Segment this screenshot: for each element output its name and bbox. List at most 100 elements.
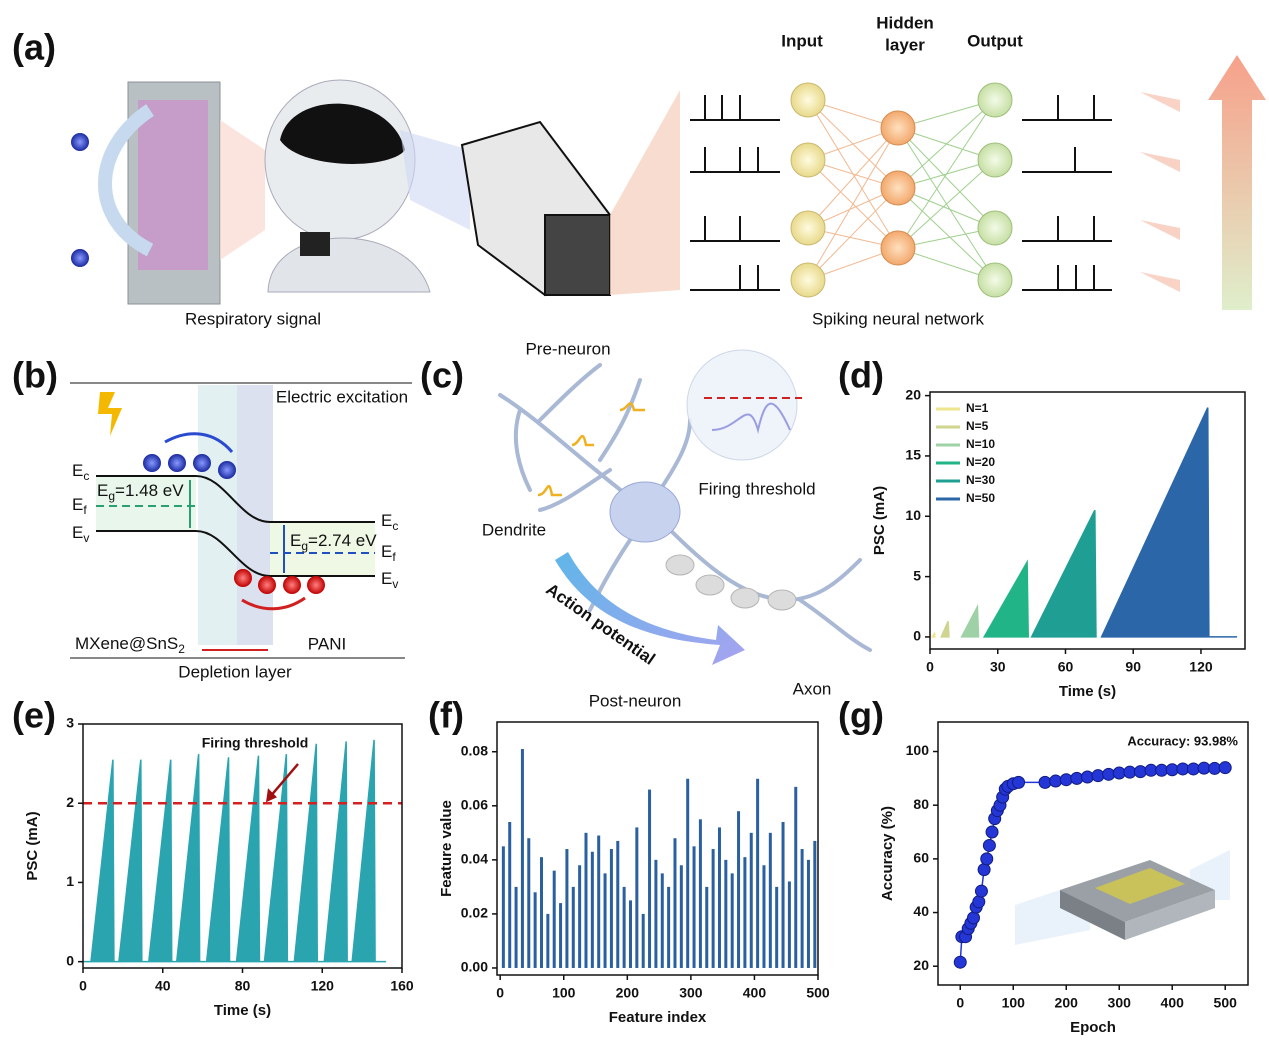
bar <box>730 873 734 968</box>
point <box>982 838 996 852</box>
y-tick-label: 10 <box>905 507 921 523</box>
series-area <box>960 603 980 638</box>
legend-label: N=50 <box>966 491 995 505</box>
bar <box>806 859 810 968</box>
series-area <box>940 620 950 638</box>
bar <box>648 789 652 968</box>
y-tick-label: 0.04 <box>461 851 488 867</box>
label: PANI <box>308 634 346 653</box>
lightning-icon <box>98 392 122 436</box>
plot-frame <box>937 721 1249 986</box>
point <box>1218 761 1232 775</box>
y-tick-label: 80 <box>913 796 929 812</box>
bar <box>616 840 620 968</box>
band-label: Ev <box>72 523 89 545</box>
bar <box>609 849 613 968</box>
text-sub: g <box>108 489 115 503</box>
bar <box>501 846 505 968</box>
x-tick-label: 40 <box>155 978 171 994</box>
view-cone <box>610 90 680 295</box>
band-label: Eg=2.74 eV <box>290 531 377 553</box>
bar <box>559 903 563 968</box>
bar <box>679 865 683 968</box>
annotation: Firing threshold <box>202 735 309 751</box>
flow-arrow <box>98 104 155 257</box>
x-tick-label: 80 <box>235 978 251 994</box>
y-axis-label: Accuracy (%) <box>879 806 896 901</box>
x-tick-label: 60 <box>1058 659 1074 675</box>
bar <box>686 778 690 968</box>
bar <box>539 857 543 968</box>
band-label: Ec <box>72 461 89 483</box>
chart: (d) 0 30 60 90 120 0 5 10 15 20 Time (s) PSC (mA) N=1… <box>838 355 1246 700</box>
caption: Spiking neural network <box>812 309 984 328</box>
bar <box>622 886 626 968</box>
bar <box>717 827 721 968</box>
layer-label: Output <box>967 31 1023 50</box>
chart: (f) 0 100 200 300 400 500 0.00 0.02 0.04 0.06 0.08 F… <box>428 695 830 1026</box>
panel-a: (a) Input Hidden layer Outp <box>12 13 1266 328</box>
point <box>1102 767 1116 781</box>
spike-icons <box>537 402 645 497</box>
bar <box>698 819 702 968</box>
x-tick-label: 400 <box>743 985 767 1001</box>
bar <box>762 865 766 968</box>
panel-c: (c) Pre-neuron Firing threshold Dendrite… <box>420 339 872 710</box>
input-spikes <box>690 95 780 291</box>
x-tick-label: 400 <box>1161 995 1185 1011</box>
bar <box>514 886 518 968</box>
gap-fill <box>270 522 375 576</box>
text-main: E <box>290 531 301 550</box>
y-axis-label: PSC (mA) <box>871 486 888 555</box>
bar <box>590 851 594 968</box>
trend-arrow <box>1208 55 1266 310</box>
bar <box>641 913 645 968</box>
text-main: E <box>72 495 83 514</box>
bar <box>520 749 524 968</box>
x-tick-label: 120 <box>1189 659 1213 675</box>
bar <box>571 886 575 968</box>
legend-label: N=20 <box>966 455 995 469</box>
molecule <box>71 249 89 267</box>
point <box>1133 765 1147 779</box>
robot-visor <box>280 103 405 164</box>
robot-body <box>267 237 431 293</box>
point <box>1070 771 1084 785</box>
bar <box>533 892 537 968</box>
y-axis-label: PSC (mA) <box>24 811 41 880</box>
point <box>985 825 999 839</box>
legend-label: N=1 <box>966 401 989 415</box>
panel-label: (c) <box>420 355 464 396</box>
band-label: Ev <box>381 569 398 591</box>
bar <box>775 886 779 968</box>
robot-screen <box>300 232 330 256</box>
y-tick-label: 0.00 <box>461 959 488 975</box>
y-tick-label: 0.02 <box>461 905 488 921</box>
point <box>972 895 986 909</box>
y-tick-label: 1 <box>66 873 74 889</box>
panel-b: (b) Electric excitation Depletion layer … <box>12 355 412 681</box>
x-tick-label: 100 <box>1002 995 1026 1011</box>
conduction-band <box>96 475 375 523</box>
series-area <box>83 739 387 963</box>
x-tick-label: 300 <box>1108 995 1132 1011</box>
text-sub: 2 <box>178 642 185 656</box>
threshold-bubble <box>686 349 798 461</box>
soma <box>609 481 681 543</box>
bar <box>711 849 715 968</box>
bar <box>584 832 588 968</box>
label: Firing threshold <box>698 479 815 498</box>
label: Dendrite <box>482 520 546 539</box>
panel-label: (b) <box>12 355 58 396</box>
text-main: E <box>381 511 392 530</box>
y-tick-label: 60 <box>913 850 929 866</box>
band-label: Eg=1.48 eV <box>97 481 184 503</box>
layer-label: Hidden <box>876 13 934 32</box>
arrow-head <box>266 788 277 803</box>
x-tick-label: 200 <box>1055 995 1079 1011</box>
point <box>1038 775 1052 789</box>
point <box>1049 774 1063 788</box>
text-sub: f <box>392 550 396 564</box>
legend-label: N=5 <box>966 419 989 433</box>
